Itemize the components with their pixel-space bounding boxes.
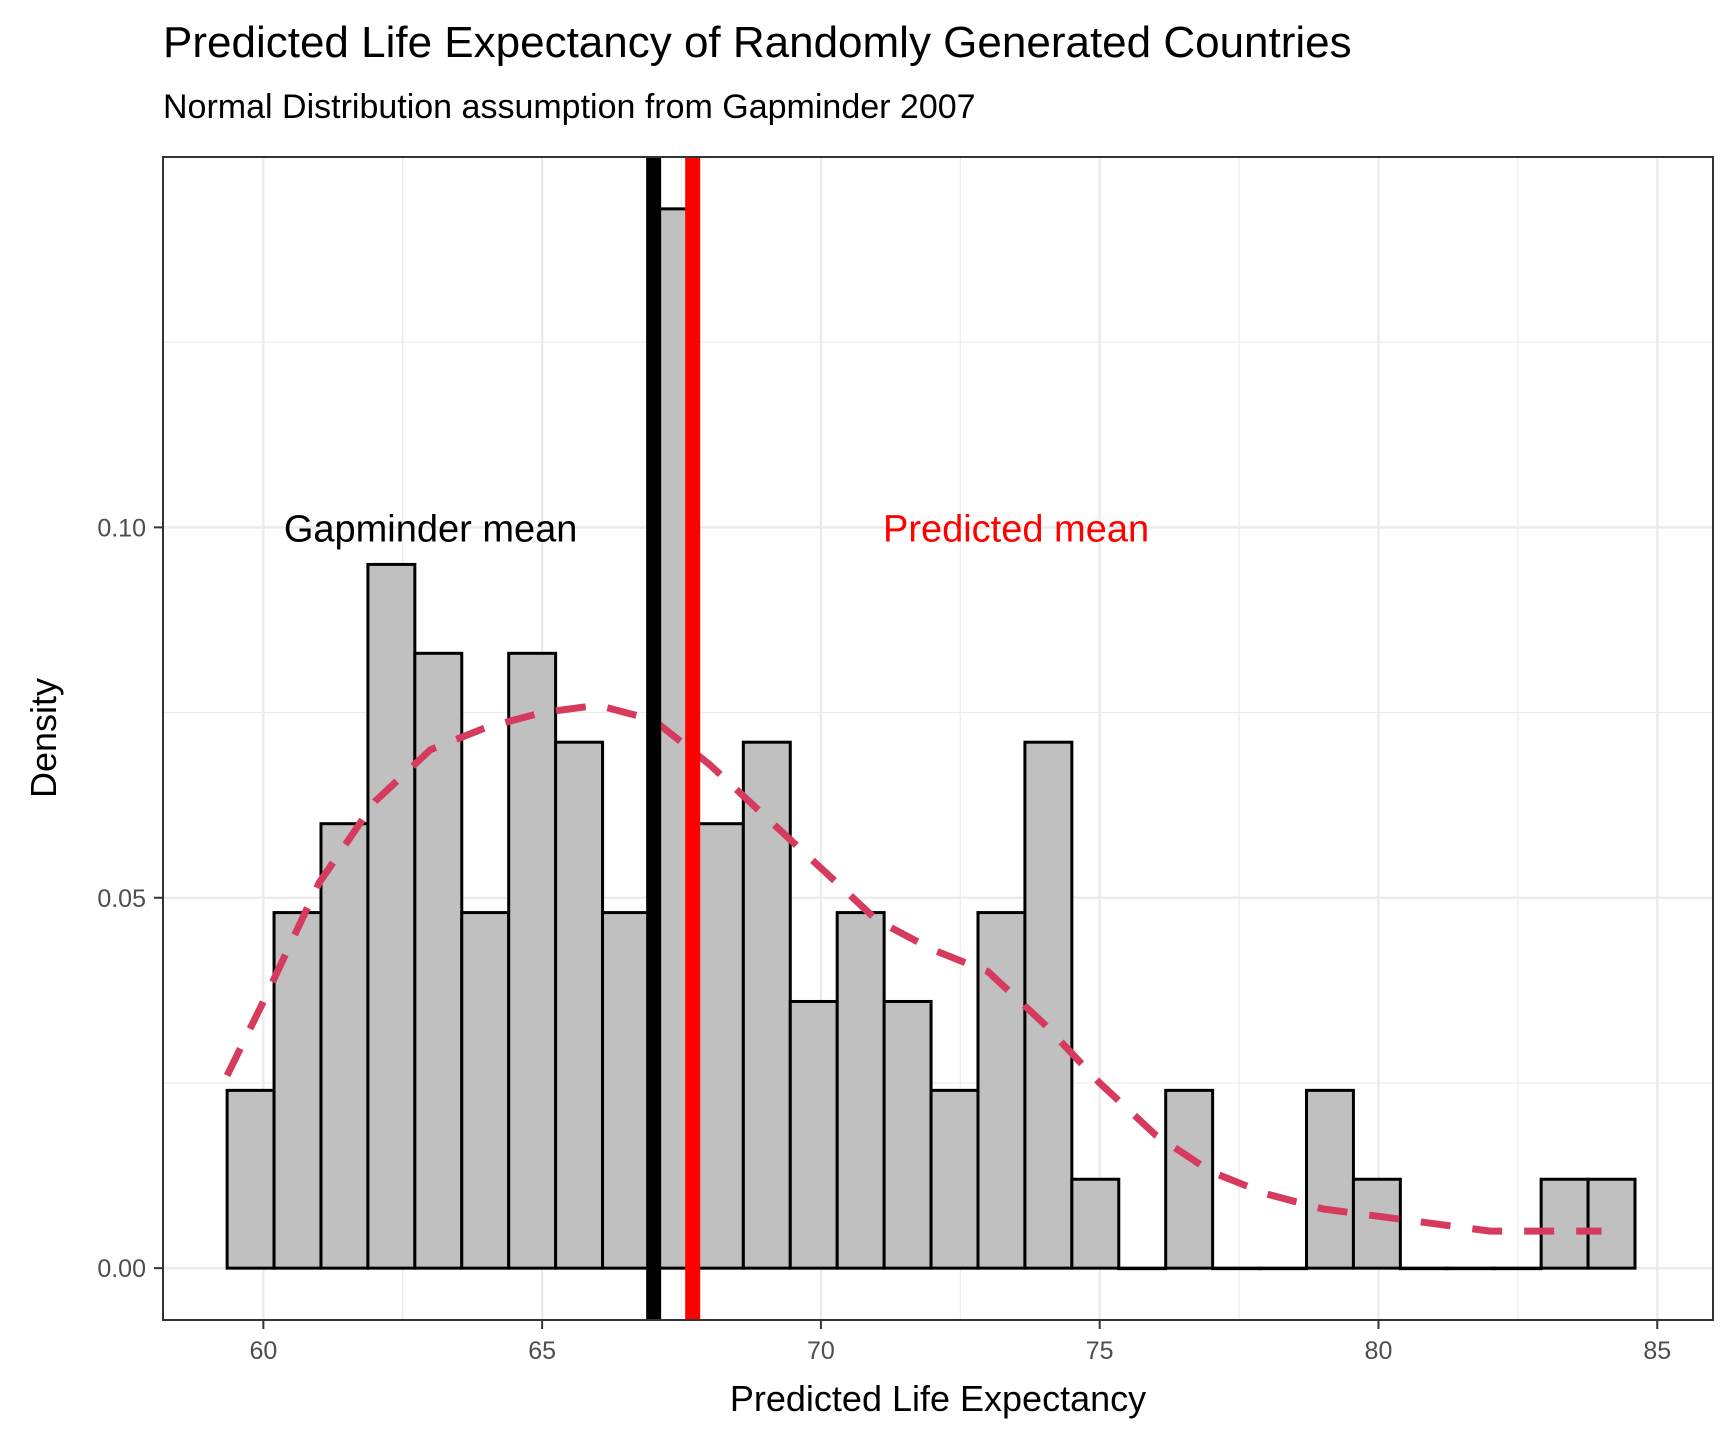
histogram-bar	[1586, 1177, 1637, 1270]
histogram-bar	[882, 999, 933, 1270]
histogram-bar	[366, 562, 417, 1270]
histogram-bar	[460, 911, 511, 1270]
histogram-bar	[554, 740, 605, 1270]
x-tick-label: 60	[249, 1337, 277, 1365]
histogram-bar	[1539, 1177, 1590, 1270]
histogram-bar	[225, 1088, 276, 1270]
histogram-bar	[929, 1088, 980, 1270]
histogram-bar	[694, 822, 745, 1270]
predicted-mean-label: Predicted mean	[883, 508, 1149, 550]
histogram-bar	[413, 651, 464, 1270]
x-tick-label: 80	[1365, 1337, 1393, 1365]
histogram-bar	[741, 740, 792, 1270]
histogram-bar	[1445, 1266, 1496, 1271]
x-tick-label: 65	[528, 1337, 556, 1365]
histogram-bar	[1023, 740, 1074, 1270]
histogram-bar	[1070, 1177, 1121, 1270]
histogram-bar	[788, 999, 839, 1270]
histogram-bar	[319, 822, 370, 1270]
histogram-bar	[507, 651, 558, 1270]
histogram-bar	[1304, 1088, 1355, 1270]
histogram-bar	[1398, 1266, 1449, 1271]
gapminder-mean-label: Gapminder mean	[284, 508, 578, 550]
histogram-bar	[1164, 1088, 1215, 1270]
annotations: Gapminder mean Predicted mean	[284, 508, 1149, 550]
x-axis-title: Predicted Life Expectancy	[730, 1378, 1146, 1419]
y-tick-label: 0.05	[97, 885, 146, 913]
histogram-bars	[225, 207, 1637, 1271]
y-axis-title: Density	[23, 678, 64, 798]
axes: 60 65 70 75 80 85 0.00 0.05 0.10	[97, 514, 1671, 1365]
chart-title: Predicted Life Expectancy of Randomly Ge…	[163, 18, 1352, 67]
histogram-bar	[601, 911, 651, 1270]
density-curve	[223, 701, 1602, 1235]
x-tick-label: 85	[1643, 1337, 1671, 1365]
histogram-bar	[1211, 1266, 1262, 1271]
histogram-bar	[976, 911, 1027, 1270]
mean-lines	[646, 157, 701, 1320]
histogram-bar	[1351, 1177, 1402, 1270]
histogram-bar	[1258, 1266, 1308, 1271]
x-tick-label: 70	[807, 1337, 835, 1365]
histogram-bar	[272, 911, 323, 1270]
histogram-bar	[835, 911, 886, 1270]
panel-border	[162, 156, 1714, 1321]
y-tick-label: 0.00	[97, 1255, 146, 1283]
histogram-bar	[1117, 1266, 1168, 1271]
y-tick-label: 0.10	[97, 514, 146, 542]
histogram-bar	[1492, 1266, 1543, 1271]
x-tick-label: 75	[1086, 1337, 1114, 1365]
density-curve-layer	[223, 701, 1602, 1235]
chart-subtitle: Normal Distribution assumption from Gapm…	[163, 88, 976, 126]
